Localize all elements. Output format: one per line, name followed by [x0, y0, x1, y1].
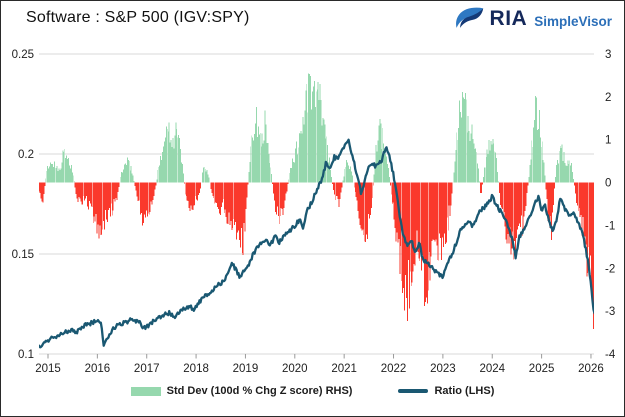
svg-text:2024: 2024	[479, 363, 505, 375]
svg-text:2025: 2025	[529, 363, 555, 375]
svg-text:2015: 2015	[35, 363, 61, 375]
svg-text:-2: -2	[605, 263, 615, 275]
stddev-legend-label: Std Dev (100d % Chg Z score) RHS)	[166, 385, 353, 397]
svg-text:2020: 2020	[282, 363, 308, 375]
svg-text:2026: 2026	[578, 363, 604, 375]
svg-text:2016: 2016	[85, 363, 111, 375]
svg-text:-4: -4	[605, 349, 616, 361]
svg-text:1: 1	[605, 135, 611, 147]
svg-text:2019: 2019	[233, 363, 259, 375]
svg-text:2023: 2023	[430, 363, 456, 375]
svg-text:0: 0	[605, 178, 611, 190]
stddev-legend-swatch	[130, 386, 161, 396]
chart-legend: Std Dev (100d % Chg Z score) RHS) Ratio …	[1, 385, 624, 397]
svg-text:0.2: 0.2	[18, 149, 34, 161]
eagle-icon	[455, 7, 483, 28]
ria-simplevisor-logo: RIA SimpleVisor	[453, 6, 612, 32]
svg-text:0.15: 0.15	[12, 249, 34, 261]
ria-brand-text: RIA	[489, 7, 528, 30]
svg-text:2017: 2017	[134, 363, 160, 375]
chart-title: Software : S&P 500 (IGV:SPY)	[26, 9, 250, 26]
svg-text:0.1: 0.1	[18, 349, 34, 361]
legend-item-stddev: Std Dev (100d % Chg Z score) RHS)	[130, 385, 353, 397]
svg-text:2022: 2022	[381, 363, 407, 375]
simplevisor-brand-text: SimpleVisor	[534, 13, 612, 29]
svg-text:-3: -3	[605, 306, 615, 318]
legend-item-ratio: Ratio (LHS)	[398, 385, 494, 397]
svg-text:-1: -1	[605, 220, 615, 232]
svg-text:2: 2	[605, 92, 611, 104]
svg-text:2018: 2018	[183, 363, 209, 375]
ratio-legend-label: Ratio (LHS)	[434, 385, 495, 397]
svg-text:2021: 2021	[331, 363, 357, 375]
ratio-legend-swatch	[398, 389, 429, 393]
svg-text:0.25: 0.25	[12, 49, 34, 61]
svg-text:3: 3	[605, 49, 611, 61]
